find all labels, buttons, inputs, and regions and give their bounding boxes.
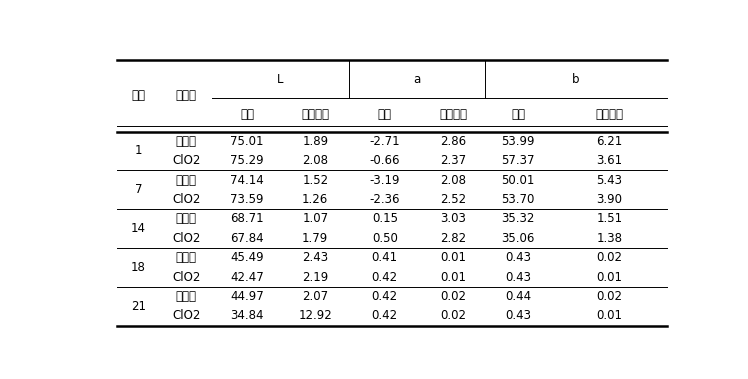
Text: 2.08: 2.08 <box>302 154 328 167</box>
Text: 53.99: 53.99 <box>501 135 535 148</box>
Text: 1.89: 1.89 <box>302 135 328 148</box>
Text: -2.36: -2.36 <box>370 193 400 206</box>
Text: 73.59: 73.59 <box>230 193 264 206</box>
Text: 0.01: 0.01 <box>440 251 466 264</box>
Text: ClO2: ClO2 <box>172 154 200 167</box>
Text: 75.01: 75.01 <box>230 135 264 148</box>
Text: ClO2: ClO2 <box>172 271 200 283</box>
Text: 67.84: 67.84 <box>230 232 264 245</box>
Text: 물처리: 물처리 <box>176 212 197 226</box>
Text: 3.90: 3.90 <box>596 193 622 206</box>
Text: 2.19: 2.19 <box>302 271 328 283</box>
Text: 2.82: 2.82 <box>440 232 466 245</box>
Text: 물처리: 물처리 <box>176 174 197 186</box>
Text: 35.06: 35.06 <box>501 232 535 245</box>
Text: 0.42: 0.42 <box>372 309 398 323</box>
Text: 35.32: 35.32 <box>501 212 535 226</box>
Text: 1.07: 1.07 <box>302 212 328 226</box>
Text: 34.84: 34.84 <box>230 309 264 323</box>
Text: 0.50: 0.50 <box>372 232 398 245</box>
Text: 0.42: 0.42 <box>372 271 398 283</box>
Text: 2.86: 2.86 <box>440 135 466 148</box>
Text: 74.14: 74.14 <box>230 174 264 186</box>
Text: 1.79: 1.79 <box>302 232 328 245</box>
Text: 0.02: 0.02 <box>596 251 622 264</box>
Text: 2.52: 2.52 <box>440 193 466 206</box>
Text: 1.26: 1.26 <box>302 193 328 206</box>
Text: 물처리: 물처리 <box>176 135 197 148</box>
Text: 0.02: 0.02 <box>440 290 466 303</box>
Text: 45.49: 45.49 <box>230 251 264 264</box>
Text: 0.43: 0.43 <box>505 271 531 283</box>
Text: 1: 1 <box>135 144 142 158</box>
Text: 0.44: 0.44 <box>505 290 531 303</box>
Text: 0.15: 0.15 <box>372 212 398 226</box>
Text: 0.42: 0.42 <box>372 290 398 303</box>
Text: -3.19: -3.19 <box>370 174 400 186</box>
Text: 0.02: 0.02 <box>596 290 622 303</box>
Text: 53.70: 53.70 <box>501 193 535 206</box>
Text: 0.43: 0.43 <box>505 309 531 323</box>
Text: 1.51: 1.51 <box>596 212 622 226</box>
Text: 2.43: 2.43 <box>302 251 328 264</box>
Text: 1.38: 1.38 <box>596 232 622 245</box>
Text: -0.66: -0.66 <box>370 154 400 167</box>
Text: -2.71: -2.71 <box>370 135 400 148</box>
Text: 표준편차: 표준편차 <box>301 108 329 121</box>
Text: 평균: 평균 <box>240 108 254 121</box>
Text: 처리구: 처리구 <box>176 89 197 102</box>
Text: 6.21: 6.21 <box>596 135 622 148</box>
Text: 일치: 일치 <box>132 89 145 102</box>
Text: b: b <box>572 72 580 86</box>
Text: 1.52: 1.52 <box>302 174 328 186</box>
Text: 68.71: 68.71 <box>230 212 264 226</box>
Text: 2.07: 2.07 <box>302 290 328 303</box>
Text: 표준편차: 표준편차 <box>595 108 623 121</box>
Text: 21: 21 <box>131 300 146 313</box>
Text: 평균: 평균 <box>378 108 392 121</box>
Text: 0.02: 0.02 <box>440 309 466 323</box>
Text: 0.41: 0.41 <box>372 251 398 264</box>
Text: 물처리: 물처리 <box>176 290 197 303</box>
Text: 3.61: 3.61 <box>596 154 622 167</box>
Text: L: L <box>278 72 283 86</box>
Text: ClO2: ClO2 <box>172 232 200 245</box>
Text: 75.29: 75.29 <box>230 154 264 167</box>
Text: 42.47: 42.47 <box>230 271 264 283</box>
Text: 0.43: 0.43 <box>505 251 531 264</box>
Text: 44.97: 44.97 <box>230 290 264 303</box>
Text: 물처리: 물처리 <box>176 251 197 264</box>
Text: 2.37: 2.37 <box>440 154 466 167</box>
Text: 7: 7 <box>135 183 142 196</box>
Text: 3.03: 3.03 <box>440 212 466 226</box>
Text: 50.01: 50.01 <box>501 174 535 186</box>
Text: 2.08: 2.08 <box>440 174 466 186</box>
Text: ClO2: ClO2 <box>172 309 200 323</box>
Text: 0.01: 0.01 <box>440 271 466 283</box>
Text: a: a <box>413 72 420 86</box>
Text: 5.43: 5.43 <box>596 174 622 186</box>
Text: 0.01: 0.01 <box>596 309 622 323</box>
Text: ClO2: ClO2 <box>172 193 200 206</box>
Text: 57.37: 57.37 <box>501 154 535 167</box>
Text: 평균: 평균 <box>511 108 525 121</box>
Text: 12.92: 12.92 <box>298 309 332 323</box>
Text: 0.01: 0.01 <box>596 271 622 283</box>
Text: 14: 14 <box>131 222 146 235</box>
Text: 18: 18 <box>131 261 146 274</box>
Text: 표준편차: 표준편차 <box>439 108 467 121</box>
